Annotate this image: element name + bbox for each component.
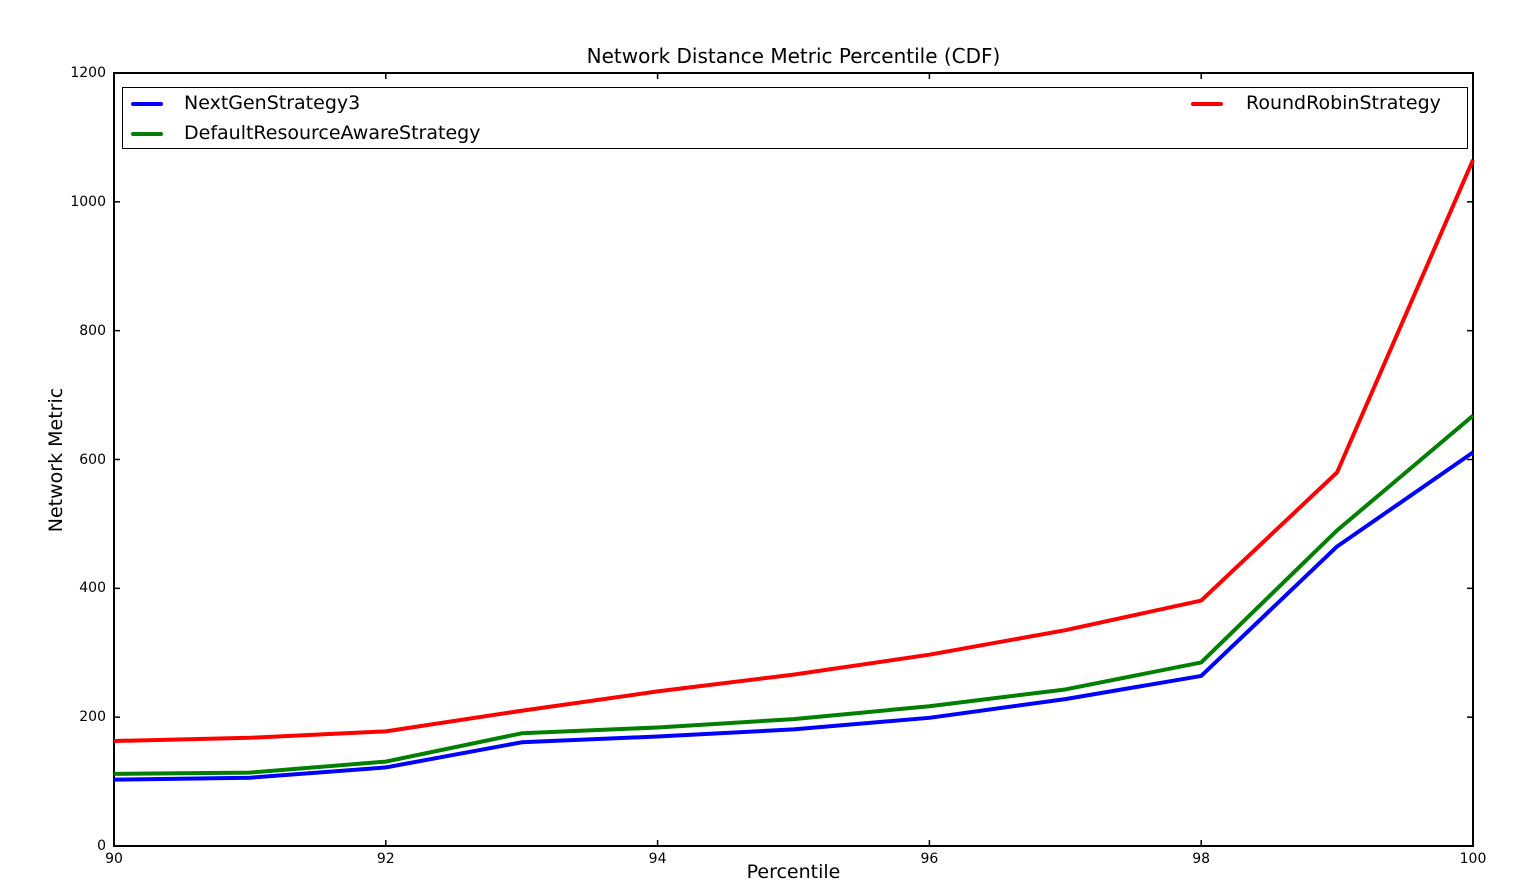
series-line: [113, 159, 1475, 744]
x-tick-label: 92: [376, 851, 395, 867]
y-tick-label: 1200: [70, 65, 106, 81]
x-tick-label: 100: [1459, 851, 1487, 867]
y-tick-label: 800: [79, 322, 106, 339]
y-tick-label: 0: [97, 838, 106, 854]
x-tick-label: 90: [105, 851, 123, 867]
legend-label: NextGenStrategy3: [184, 91, 361, 114]
legend: NextGenStrategy3 DefaultResourceAwareStra…: [122, 87, 1468, 149]
legend-line-swatch: [131, 132, 163, 136]
x-axis-label: Percentile: [746, 861, 841, 883]
series-line: [113, 414, 1475, 776]
chart-title: Network Distance Metric Percentile (CDF): [586, 44, 1001, 68]
x-tick-label: 98: [1192, 851, 1211, 867]
legend-line-swatch: [131, 102, 163, 106]
x-tick-label: 94: [648, 851, 667, 867]
y-tick-label: 400: [79, 580, 106, 597]
legend-label: RoundRobinStrategy: [1246, 91, 1441, 114]
y-tick-label: 1000: [70, 193, 106, 210]
legend-line-swatch: [1191, 102, 1223, 106]
legend-label: DefaultResourceAwareStrategy: [184, 121, 481, 144]
y-tick-label: 600: [79, 451, 106, 468]
x-tick-label: 96: [920, 851, 939, 867]
series-line: [113, 450, 1475, 782]
y-tick-label: 200: [79, 709, 106, 726]
